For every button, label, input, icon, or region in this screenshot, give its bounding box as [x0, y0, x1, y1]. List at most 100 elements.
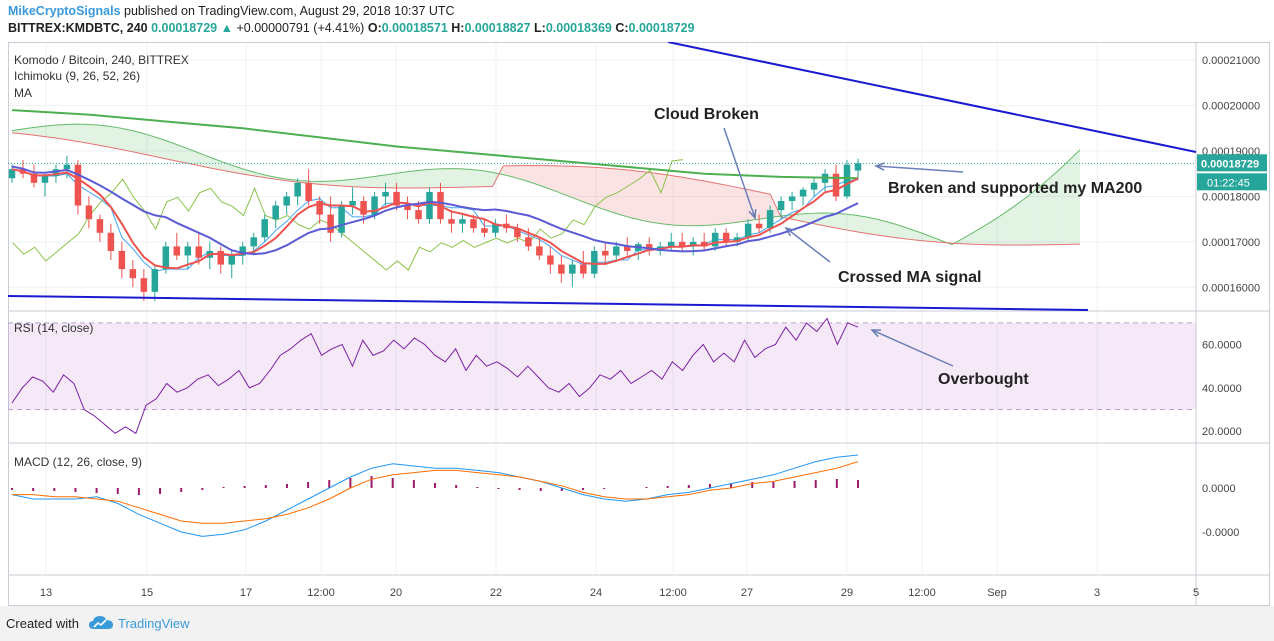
candle-body	[569, 264, 576, 274]
trendlines	[7, 41, 1197, 311]
cloud-segment	[1005, 205, 1016, 246]
candle-body	[613, 246, 620, 256]
cloud-segment	[716, 183, 728, 225]
candle-body	[766, 210, 774, 229]
price-tick-label: 0.00018000	[1202, 191, 1260, 203]
candle-body	[810, 182, 818, 190]
cloud-segment	[108, 126, 119, 150]
time-tick-label: 12:00	[307, 587, 335, 599]
publisher-name[interactable]: MikeCryptoSignals	[8, 4, 121, 18]
cloud-segment	[748, 189, 760, 221]
cloud-segment	[396, 171, 408, 188]
cloud-segment	[1047, 170, 1059, 245]
cloud-segment	[86, 124, 98, 145]
candle-body	[667, 241, 675, 247]
last-price: 0.00018729	[151, 21, 218, 35]
cloud-segment	[578, 166, 589, 204]
candle-body	[624, 246, 631, 251]
cloud-segment	[460, 168, 472, 188]
time-tick-label: 12:00	[659, 587, 687, 599]
chart-svg[interactable]: 0.000210000.000200000.000190000.00018000…	[7, 41, 1270, 606]
cloud-segment	[620, 169, 632, 218]
time-tick-label: 22	[490, 587, 502, 599]
candle-body	[294, 182, 301, 197]
candle-body	[711, 232, 719, 247]
candle-body	[272, 205, 279, 220]
candle-body	[514, 228, 521, 238]
price-tick-label: 0.00021000	[1202, 55, 1260, 67]
candle-body	[151, 269, 159, 292]
broken-supported-annotation: Broken and supported my MA200	[888, 180, 1142, 197]
candle-body	[558, 264, 565, 274]
candle-body	[239, 246, 246, 256]
rsi-pane	[8, 317, 1196, 435]
cloud-segment	[727, 185, 739, 224]
chart-area[interactable]: 0.00021000 0.00020000 0.00019000 0.00018000…	[7, 41, 1270, 606]
senkou-span-a	[11, 123, 1081, 246]
cloud-segment	[663, 174, 675, 226]
candle-body	[228, 255, 235, 265]
signal-line	[12, 461, 859, 524]
candle-body	[448, 219, 455, 224]
cloud-segment	[44, 125, 55, 138]
cloud-segment	[407, 170, 418, 188]
cloud-segment	[76, 124, 87, 144]
cloud-segment	[417, 169, 429, 188]
cloud-segment	[481, 170, 493, 187]
cloud-segment	[684, 177, 696, 226]
candle-body	[755, 223, 763, 229]
candle-body	[316, 200, 323, 215]
cloud-segment	[22, 127, 34, 136]
cloud-segment	[343, 179, 354, 187]
cloud-segment	[172, 142, 183, 163]
rsi-tick-label: 20.0000	[1202, 426, 1242, 438]
cloud-segment	[449, 168, 461, 188]
lower-trendline	[7, 295, 1089, 311]
time-tick-label: 27	[741, 587, 753, 599]
cloud-segment	[652, 172, 664, 225]
cloud-segment	[855, 215, 867, 234]
axes: 0.000210000.000200000.000190000.00018000…	[40, 55, 1267, 599]
footer: Created with TradingView	[0, 606, 1274, 641]
candle-body	[217, 250, 225, 265]
cloud-broken-annotation: Cloud Broken	[654, 106, 759, 123]
candle-body	[283, 196, 290, 206]
candle-body	[360, 200, 367, 215]
cloud-segment	[439, 168, 450, 188]
pane-labels: Komodo / Bitcoin, 240, BITTREX Ichimoku …	[14, 53, 189, 469]
ma200-line	[11, 109, 859, 180]
publish-header: MikeCryptoSignals published on TradingVi…	[8, 4, 455, 18]
main-pane-title: Komodo / Bitcoin, 240, BITTREX	[14, 53, 189, 67]
candle-body	[41, 176, 49, 183]
cloud-segment	[1026, 188, 1038, 246]
cloud-segment	[513, 165, 525, 181]
candle-body	[689, 241, 697, 247]
time-tick-label: Sep	[987, 587, 1007, 599]
candle-body	[327, 214, 334, 233]
cloud-segment	[695, 179, 707, 226]
candle-body	[85, 205, 93, 220]
candle-body	[261, 219, 268, 238]
cloud-segment	[674, 175, 685, 226]
candle-body	[415, 210, 422, 220]
time-tick-label: 13	[40, 587, 52, 599]
candle-body	[195, 246, 203, 258]
candle-body	[338, 205, 345, 233]
candle-body	[349, 200, 356, 206]
candle-body	[74, 164, 82, 206]
candle-body	[678, 241, 686, 247]
tradingview-brand[interactable]: TradingView	[118, 616, 190, 631]
cloud-segment	[140, 132, 151, 156]
cloud-segment	[1037, 179, 1048, 245]
candle-body	[733, 237, 741, 242]
time-tick-label: 5	[1193, 587, 1199, 599]
moving-averages	[8, 109, 1196, 270]
macd-tick-label: 0.0000	[1202, 483, 1236, 495]
candle-body	[393, 191, 400, 206]
cloud-segment	[898, 225, 910, 240]
cloud-segment	[193, 150, 205, 167]
macd-tick-label: -0.0000	[1202, 527, 1239, 539]
overbought-annotation: Overbought	[938, 371, 1029, 388]
tradingview-cloud-icon	[89, 616, 113, 629]
